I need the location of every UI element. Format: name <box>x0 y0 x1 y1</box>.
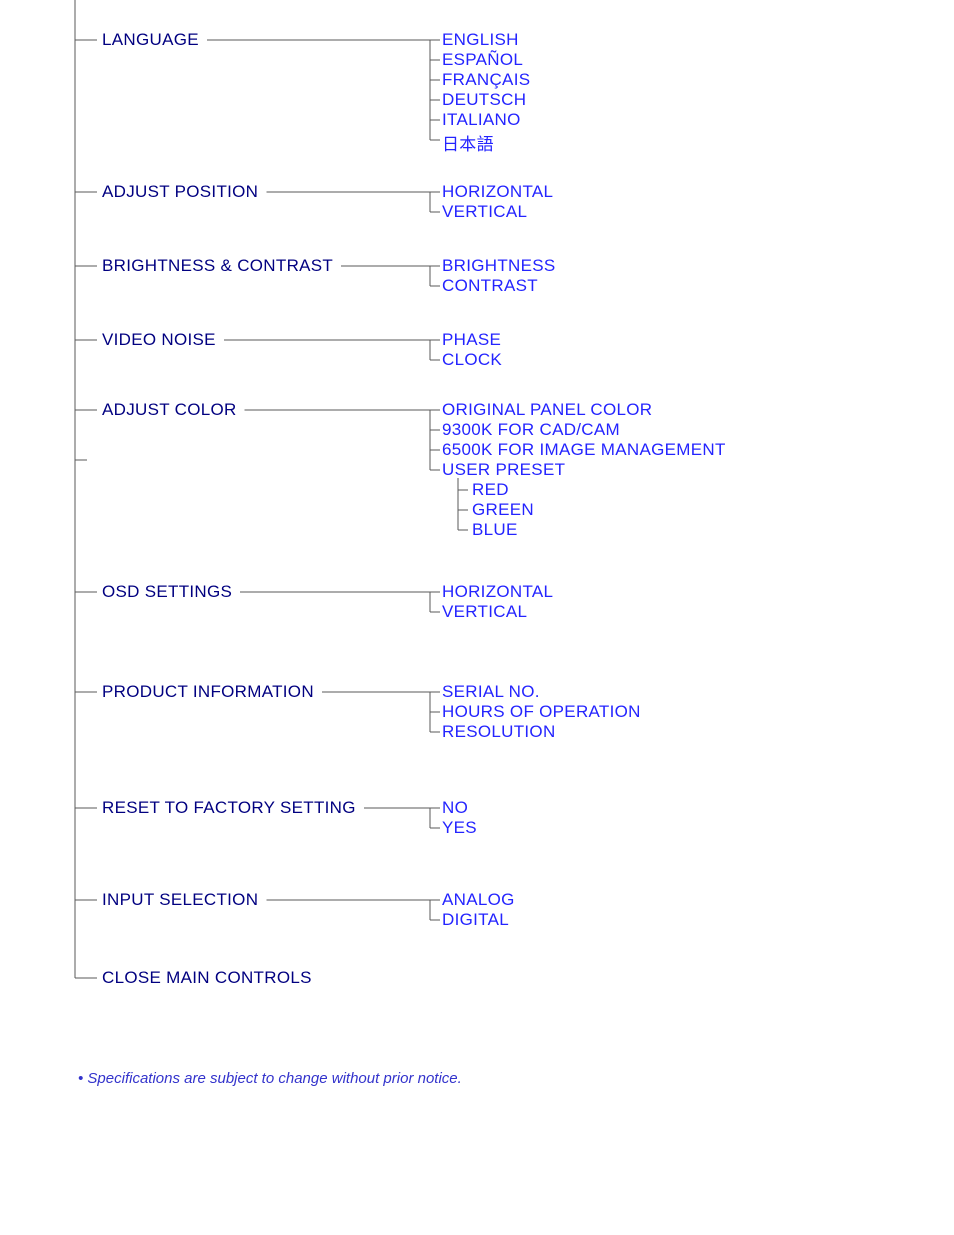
option-osd-horizontal: HORIZONTAL <box>442 582 553 602</box>
option-espanol: ESPAÑOL <box>442 50 523 70</box>
option-9300k: 9300K FOR CAD/CAM <box>442 420 620 440</box>
option-resolution: RESOLUTION <box>442 722 556 742</box>
option-brightness: BRIGHTNESS <box>442 256 556 276</box>
osd-menu-tree: LANGUAGE ENGLISHESPAÑOLFRANÇAISDEUTSCHITA… <box>0 0 954 1235</box>
option-phase: PHASE <box>442 330 501 350</box>
option-6500k: 6500K FOR IMAGE MANAGEMENT <box>442 440 726 460</box>
category-video-noise: VIDEO NOISE <box>102 330 216 350</box>
option-yes: YES <box>442 818 477 838</box>
category-product-information: PRODUCT INFORMATION <box>102 682 314 702</box>
option-italiano: ITALIANO <box>442 110 521 130</box>
option-contrast: CONTRAST <box>442 276 538 296</box>
option-user-preset: USER PRESET <box>442 460 565 480</box>
option-blue: BLUE <box>472 520 518 540</box>
option-deutsch: DEUTSCH <box>442 90 526 110</box>
option-original-panel-color: ORIGINAL PANEL COLOR <box>442 400 652 420</box>
category-language: LANGUAGE <box>102 30 199 50</box>
option-hours-of-operation: HOURS OF OPERATION <box>442 702 641 722</box>
category-input-selection: INPUT SELECTION <box>102 890 258 910</box>
category-osd-settings: OSD SETTINGS <box>102 582 232 602</box>
option-vertical: VERTICAL <box>442 202 527 222</box>
category-adjust-color: ADJUST COLOR <box>102 400 237 420</box>
option-serial-no: SERIAL NO. <box>442 682 540 702</box>
category-brightness-contrast: BRIGHTNESS & CONTRAST <box>102 256 333 276</box>
option-green: GREEN <box>472 500 534 520</box>
option-red: RED <box>472 480 509 500</box>
footnote: • Specifications are subject to change w… <box>78 1070 462 1087</box>
option-no: NO <box>442 798 468 818</box>
option-digital: DIGITAL <box>442 910 509 930</box>
option-francais: FRANÇAIS <box>442 70 530 90</box>
option-clock: CLOCK <box>442 350 502 370</box>
category-adjust-position: ADJUST POSITION <box>102 182 258 202</box>
option-analog: ANALOG <box>442 890 515 910</box>
option-english: ENGLISH <box>442 30 519 50</box>
option-horizontal: HORIZONTAL <box>442 182 553 202</box>
option-osd-vertical: VERTICAL <box>442 602 527 622</box>
category-close-main-controls: CLOSE MAIN CONTROLS <box>102 968 312 988</box>
option-japanese: 日本語 <box>442 130 494 155</box>
category-reset-factory: RESET TO FACTORY SETTING <box>102 798 356 818</box>
